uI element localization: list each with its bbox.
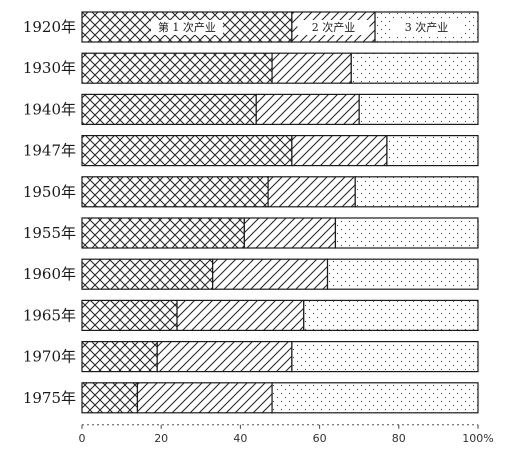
bar-segment-2 (271, 52, 352, 84)
bar-segment-2 (243, 217, 337, 249)
series-label: 2 次产业 (312, 20, 356, 34)
bar-segment-2 (255, 93, 360, 126)
bar-segment-1 (81, 341, 158, 373)
bar-segment-2 (136, 382, 273, 414)
bar-segment-1 (81, 135, 293, 167)
bar-segment-1 (81, 176, 269, 208)
bar-segment-1 (81, 93, 257, 126)
category-label: 1975年 (23, 389, 76, 407)
x-tick-label: 40 (233, 432, 247, 445)
bar-segment-2 (291, 135, 388, 167)
category-label: 1955年 (23, 224, 76, 242)
category-label: 1960年 (23, 265, 76, 283)
bar-segment-3 (350, 52, 479, 84)
bar-segment-1 (81, 52, 273, 84)
bar-segment-1 (81, 299, 178, 331)
category-label: 1920年 (23, 18, 76, 36)
bar-segment-3 (358, 93, 479, 126)
bars-layer: 第 1 次产业 2 次产业 3 次产业 (81, 11, 479, 414)
category-label: 1970年 (23, 348, 76, 366)
series-label-bg (150, 20, 223, 35)
bar-segment-1 (81, 382, 139, 414)
x-tick-label: 20 (154, 432, 168, 445)
bar-segment-3 (386, 135, 479, 167)
bar-segment-3 (326, 258, 479, 290)
category-label: 1965年 (23, 306, 76, 324)
series-label-bg (390, 20, 463, 35)
series-label: 3 次产业 (405, 20, 449, 34)
category-label: 1940年 (23, 100, 76, 118)
bar-segment-3 (334, 217, 479, 249)
category-label: 1947年 (23, 142, 76, 160)
x-axis: 0 20 40 60 80 100% (79, 424, 494, 445)
bar-segment-1 (81, 217, 245, 249)
bar-segment-2 (156, 341, 293, 373)
bar-segment-3 (271, 382, 479, 414)
bar-segment-2 (176, 299, 305, 331)
category-label: 1930年 (23, 59, 76, 77)
series-label: 第 1 次产业 (158, 20, 216, 34)
bar-segment-3 (291, 341, 479, 373)
bar-segment-2 (267, 176, 356, 208)
category-labels: 1920年 1930年 1940年 1947年 1950年 1955年 1960年 1965年… (23, 18, 76, 407)
x-tick-label: 100% (462, 432, 493, 445)
bar-segment-2 (212, 258, 329, 290)
x-tick-label: 80 (392, 432, 406, 445)
bar-segment-3 (354, 176, 479, 208)
category-label: 1950年 (23, 183, 76, 201)
x-tick-label: 0 (79, 432, 86, 445)
bar-segment-1 (81, 258, 214, 290)
bar-segment-3 (303, 299, 479, 331)
x-tick-label: 60 (313, 432, 327, 445)
series-label-bg (297, 20, 370, 35)
